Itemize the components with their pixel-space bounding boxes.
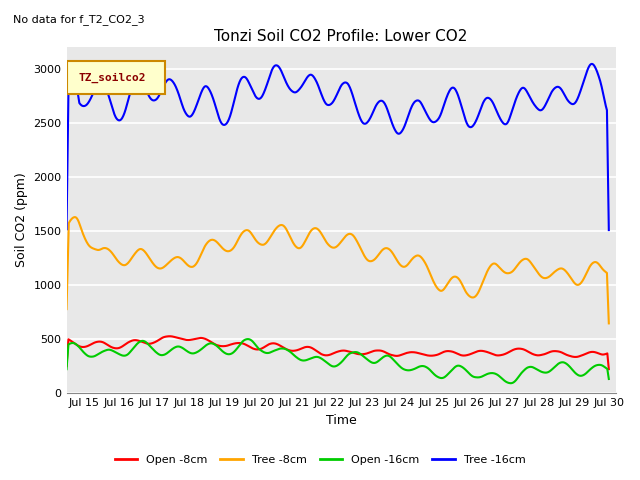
Text: No data for f_T2_CO2_3: No data for f_T2_CO2_3 [13,14,145,25]
FancyBboxPatch shape [67,61,165,94]
X-axis label: Time: Time [326,414,356,427]
Y-axis label: Soil CO2 (ppm): Soil CO2 (ppm) [15,173,28,267]
Text: TZ_soilco2: TZ_soilco2 [79,72,146,83]
Title: Tonzi Soil CO2 Profile: Lower CO2: Tonzi Soil CO2 Profile: Lower CO2 [214,29,468,44]
Legend: Open -8cm, Tree -8cm, Open -16cm, Tree -16cm: Open -8cm, Tree -8cm, Open -16cm, Tree -… [110,451,530,469]
